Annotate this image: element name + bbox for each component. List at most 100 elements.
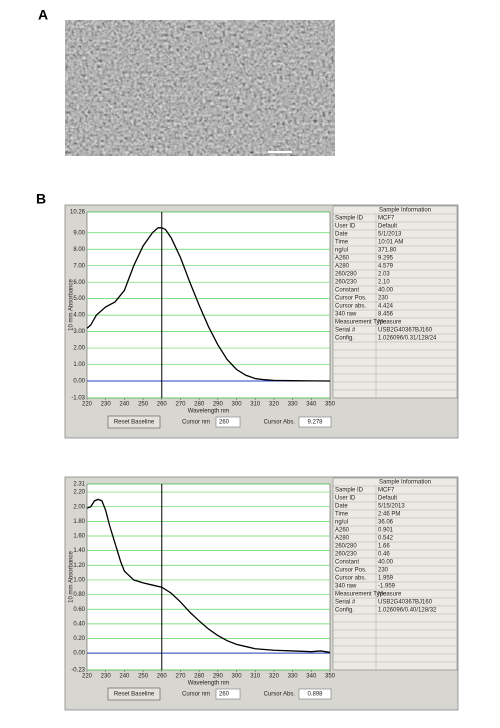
info-value: 0.901	[378, 528, 394, 534]
info-key: User ID	[335, 224, 356, 230]
y-tick-label: 6.00	[73, 280, 85, 286]
info-key: Time	[335, 240, 349, 246]
info-value: 1.959	[378, 576, 394, 582]
info-key: Sample ID	[335, 216, 364, 222]
y-tick-label: 2.20	[73, 490, 85, 496]
info-value: Measure	[378, 320, 402, 326]
y-tick-label: 9.00	[73, 230, 85, 236]
micrograph-texture	[65, 20, 335, 156]
cursor-nm-label: Cursor nm	[182, 692, 210, 698]
y-tick-label: 0.20	[73, 636, 85, 642]
x-tick-label: 350	[325, 674, 336, 680]
x-tick-label: 240	[119, 402, 130, 408]
x-tick-label: 250	[138, 674, 149, 680]
cursor-abs-value: 9.278	[307, 420, 323, 426]
x-tick-label: 230	[101, 402, 112, 408]
cursor-abs-value: 0.898	[307, 692, 323, 698]
info-value: Measure	[378, 592, 402, 598]
info-key: A260	[335, 256, 350, 262]
y-tick-label: -0.23	[71, 668, 85, 674]
info-value: 5/15/2013	[378, 504, 405, 510]
info-value: 40.00	[378, 560, 394, 566]
info-key: 260/230	[335, 552, 357, 558]
info-key: 340 raw	[335, 312, 357, 318]
y-tick-label: 8.00	[73, 247, 85, 253]
info-value: 5/1/2013	[378, 232, 402, 238]
y-tick-label: 1.00	[73, 362, 85, 368]
info-key: Cursor Pos.	[335, 296, 367, 302]
x-tick-label: 310	[250, 674, 261, 680]
info-value: Default	[378, 496, 397, 502]
info-value: 230	[378, 296, 389, 302]
info-value: 2:46 PM	[378, 512, 400, 518]
reset-button[interactable]	[107, 687, 161, 701]
info-value: 10:01 AM	[378, 240, 403, 246]
info-value: 4.424	[378, 304, 394, 310]
info-value: Default	[378, 224, 397, 230]
scale-bar	[268, 151, 292, 153]
y-tick-label: 2.31	[73, 482, 85, 488]
panel-label: A	[38, 7, 48, 23]
x-axis-label: Wavelength nm	[188, 409, 229, 415]
reset-button[interactable]	[107, 415, 161, 429]
spectrum-line	[86, 498, 331, 654]
cursor-abs-input[interactable]	[298, 688, 332, 700]
info-key: Config.	[335, 608, 354, 614]
cursor-abs-input[interactable]	[298, 416, 332, 428]
info-key: 260/280	[335, 272, 357, 278]
y-tick-label: 7.00	[73, 263, 85, 269]
info-key: Serial #	[335, 328, 356, 334]
info-value: MCF7	[378, 488, 395, 494]
x-tick-label: 310	[250, 402, 261, 408]
info-value: 0.542	[378, 536, 394, 542]
plot-area	[86, 483, 331, 671]
info-title: Sample Information	[379, 208, 431, 214]
info-key: Sample ID	[335, 488, 364, 494]
x-tick-label: 270	[175, 674, 186, 680]
x-tick-label: 250	[138, 402, 149, 408]
info-key: Config.	[335, 336, 354, 342]
info-key: Date	[335, 232, 348, 238]
x-tick-label: 270	[175, 402, 186, 408]
x-tick-label: 300	[232, 674, 243, 680]
info-key: Measurement Type	[335, 592, 387, 598]
info-key: Cursor abs.	[335, 576, 366, 582]
y-tick-label: 4.00	[73, 313, 85, 319]
info-key: Cursor abs.	[335, 304, 366, 310]
info-key: A280	[335, 264, 350, 270]
y-tick-label: 1.80	[73, 519, 85, 525]
cursor-nm-input[interactable]	[215, 416, 241, 428]
x-tick-label: 230	[101, 674, 112, 680]
plot-area	[86, 211, 331, 399]
cursor-nm-input[interactable]	[215, 688, 241, 700]
y-tick-label: 1.60	[73, 534, 85, 540]
y-tick-label: 1.20	[73, 563, 85, 569]
y-tick-label: 0.60	[73, 607, 85, 613]
x-tick-label: 280	[194, 674, 205, 680]
info-value: USB2G40367BJ160	[378, 328, 433, 334]
info-key: Serial #	[335, 600, 356, 606]
info-value: 230	[378, 568, 389, 574]
cursor-nm-value: 260	[219, 692, 230, 698]
y-tick-label: 10.26	[70, 210, 86, 216]
info-value: 4.579	[378, 264, 394, 270]
reset-button-label: Reset Baseline	[114, 692, 155, 698]
cursor-abs-label: Cursor Abs.	[264, 692, 296, 698]
info-key: A280	[335, 536, 350, 542]
info-key: 260/230	[335, 280, 357, 286]
y-tick-label: -1.03	[71, 396, 85, 402]
x-tick-label: 300	[232, 402, 243, 408]
x-tick-label: 290	[213, 674, 224, 680]
y-tick-label: 2.00	[73, 346, 85, 352]
panel-label: B	[36, 191, 46, 207]
cursor-abs-label: Cursor Abs.	[264, 420, 296, 426]
x-tick-label: 330	[288, 402, 299, 408]
cursor-nm-label: Cursor nm	[182, 420, 210, 426]
cursor-nm-value: 260	[219, 420, 230, 426]
x-tick-label: 340	[306, 402, 317, 408]
x-tick-label: 340	[306, 674, 317, 680]
info-value: 1.66	[378, 544, 390, 550]
y-tick-label: 0.80	[73, 592, 85, 598]
y-tick-label: 2.00	[73, 504, 85, 510]
